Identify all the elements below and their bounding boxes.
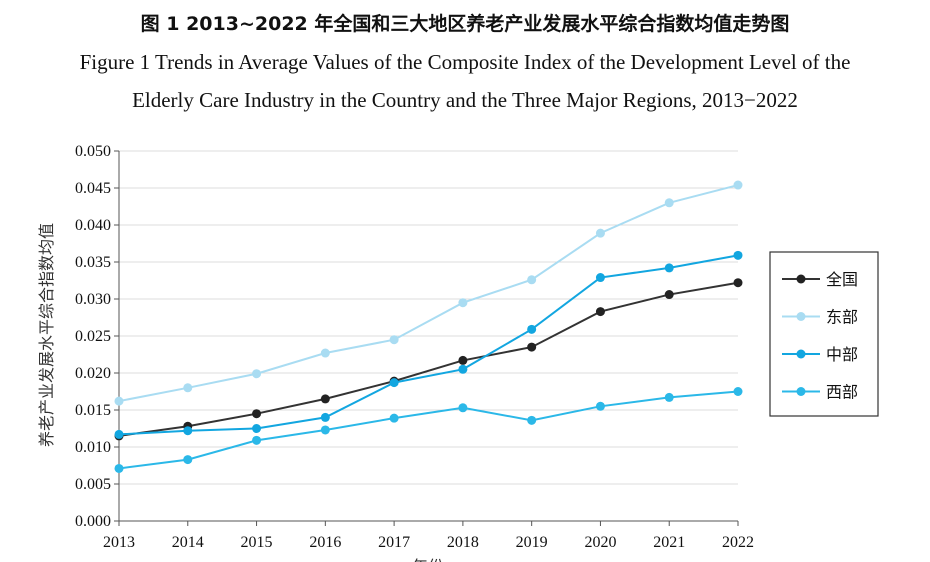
axes bbox=[114, 150, 739, 526]
data-point bbox=[320, 348, 330, 358]
y-tick-label: 0.000 bbox=[75, 513, 111, 530]
legend-label: 全国 bbox=[826, 270, 858, 289]
legend-label: 西部 bbox=[826, 383, 858, 402]
y-tick-label: 0.005 bbox=[75, 476, 111, 493]
x-tick-label: 2014 bbox=[172, 534, 204, 551]
data-point bbox=[733, 250, 743, 260]
y-tick-label: 0.020 bbox=[75, 365, 111, 382]
data-point bbox=[320, 394, 330, 404]
data-point bbox=[252, 369, 262, 379]
data-point bbox=[733, 180, 743, 190]
data-point bbox=[252, 435, 262, 445]
data-point bbox=[183, 426, 193, 436]
data-point bbox=[733, 278, 743, 288]
y-tick-label: 0.045 bbox=[75, 180, 111, 197]
legend-label: 中部 bbox=[826, 345, 858, 364]
chart-title-cn: 图 1 2013~2022 年全国和三大地区养老产业发展水平综合指数均值走势图 bbox=[140, 13, 790, 35]
data-point bbox=[458, 298, 468, 308]
data-point bbox=[664, 392, 674, 402]
data-point bbox=[252, 424, 262, 433]
series-line-西部 bbox=[118, 390, 739, 470]
data-point bbox=[527, 342, 537, 352]
y-axis-label: 养老产业发展水平综合指数均值 bbox=[37, 223, 56, 447]
data-point bbox=[664, 290, 674, 300]
x-tick-label: 2020 bbox=[584, 534, 616, 551]
legend-label: 东部 bbox=[826, 308, 858, 327]
series-line-东部 bbox=[118, 184, 739, 403]
series-line-全国 bbox=[118, 281, 739, 437]
legend-swatch-marker bbox=[796, 274, 806, 284]
x-tick-label: 2018 bbox=[447, 534, 479, 551]
y-tick-label: 0.010 bbox=[75, 439, 111, 456]
data-point bbox=[114, 396, 124, 406]
data-point bbox=[252, 409, 262, 419]
x-tick-label: 2022 bbox=[722, 534, 754, 551]
data-point bbox=[458, 364, 468, 374]
y-tick-label: 0.050 bbox=[75, 143, 111, 160]
data-point bbox=[114, 429, 124, 439]
data-point bbox=[320, 425, 330, 435]
series-line-中部 bbox=[118, 254, 739, 436]
legend-swatch-marker bbox=[796, 312, 806, 321]
data-point bbox=[183, 455, 193, 465]
x-tick-label: 2019 bbox=[516, 534, 548, 551]
data-point bbox=[389, 335, 399, 345]
x-tick-label: 2015 bbox=[241, 534, 273, 551]
data-point bbox=[527, 275, 537, 285]
data-point bbox=[458, 355, 468, 365]
data-point bbox=[595, 401, 605, 411]
x-axis-label: 年份 bbox=[412, 557, 444, 562]
y-tick-label: 0.040 bbox=[75, 217, 111, 234]
x-tick-labels: 2013 2014 2015 2016 2017 2018 2019 2020 2021 2022 bbox=[103, 534, 754, 551]
data-point bbox=[183, 383, 193, 393]
data-point bbox=[595, 273, 605, 283]
series-lines bbox=[114, 180, 743, 473]
y-tick-labels: 0.000 0.005 0.010 0.015 0.020 0.025 0.030 0.035… bbox=[75, 143, 111, 530]
y-tick-label: 0.025 bbox=[75, 328, 111, 345]
data-point bbox=[527, 324, 537, 334]
gridlines bbox=[119, 150, 738, 485]
data-point bbox=[114, 463, 124, 473]
data-point bbox=[595, 228, 605, 238]
chart-title-en-line2: Elderly Care Industry in the Country and… bbox=[132, 88, 798, 112]
data-point bbox=[527, 415, 537, 425]
data-point bbox=[664, 198, 674, 208]
data-point bbox=[664, 263, 674, 273]
legend-swatch-marker bbox=[796, 387, 806, 396]
chart-title-en-line1: Figure 1 Trends in Average Values of the… bbox=[79, 50, 851, 74]
data-point bbox=[733, 387, 743, 396]
data-point bbox=[389, 413, 399, 423]
x-tick-label: 2017 bbox=[378, 534, 410, 551]
y-tick-label: 0.035 bbox=[75, 254, 111, 271]
y-tick-label: 0.030 bbox=[75, 291, 111, 308]
data-point bbox=[320, 412, 330, 422]
data-point bbox=[595, 307, 605, 317]
legend-swatch-marker bbox=[796, 349, 806, 359]
data-point bbox=[458, 403, 468, 413]
x-tick-label: 2013 bbox=[103, 534, 135, 551]
x-tick-label: 2016 bbox=[309, 534, 341, 551]
x-tick-label: 2021 bbox=[653, 534, 685, 551]
data-point bbox=[389, 378, 399, 388]
y-tick-label: 0.015 bbox=[75, 402, 111, 419]
